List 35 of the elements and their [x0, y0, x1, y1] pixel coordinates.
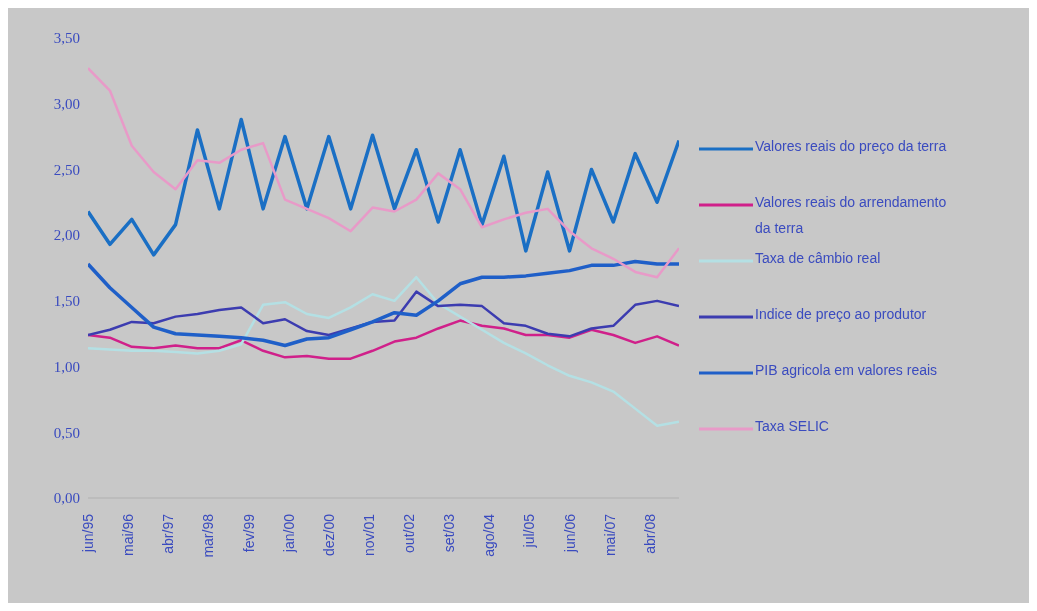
x-tick-label: jul/05	[521, 513, 538, 549]
x-tick-label: fev/99	[240, 513, 257, 553]
legend-label: Valores reais do preço da terra	[755, 136, 948, 156]
x-tick-label: mai/96	[120, 513, 137, 557]
y-tick-label: 1,50	[53, 293, 80, 310]
x-tick-label: abr/97	[160, 513, 177, 554]
x-tick-label: mar/98	[200, 513, 217, 558]
x-tick-label: dez/00	[320, 513, 337, 557]
y-tick-label: 3,50	[53, 30, 80, 47]
y-tick-label: 2,00	[53, 227, 80, 244]
y-tick-label: 1,00	[53, 358, 80, 375]
y-tick-label: 0,00	[53, 490, 80, 507]
x-tick-label: jan/00	[280, 513, 297, 554]
line-series	[88, 259, 679, 348]
y-tick-label: 0,50	[53, 424, 80, 441]
line-series	[88, 319, 679, 360]
legend-label: PIB agricola em valores reais	[755, 360, 939, 380]
x-tick-label: abr/08	[641, 513, 658, 554]
x-tick-label: out/02	[401, 513, 418, 553]
y-tick-label: 3,00	[53, 96, 80, 113]
x-tick-label: mai/07	[601, 513, 618, 557]
y-tick-label: 2,50	[53, 161, 80, 178]
x-tick-label: jun/06	[561, 513, 578, 554]
legend-label: Indice de preço ao produtor	[755, 304, 928, 324]
legend-label: Taxa de câmbio real	[755, 248, 882, 268]
x-tick-label: ago/04	[481, 513, 498, 557]
legend-label: Valores reais do arrendamento da terra	[755, 192, 948, 238]
legend-label: Taxa SELIC	[755, 416, 830, 436]
x-tick-label: nov/01	[360, 513, 377, 557]
line-series	[88, 275, 679, 427]
x-tick-label: jun/95	[80, 513, 96, 554]
x-tick-label: set/03	[441, 513, 458, 553]
line-series	[88, 290, 679, 338]
line-series	[88, 117, 679, 257]
line-series	[88, 66, 679, 279]
